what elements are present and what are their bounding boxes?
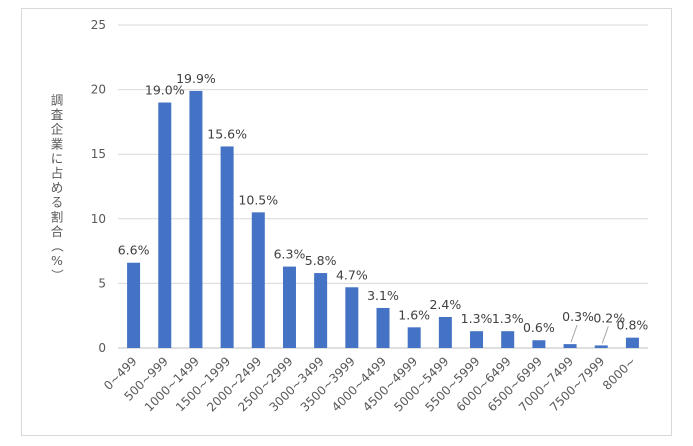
y-axis-label-char: め <box>51 180 64 195</box>
bar <box>314 273 328 348</box>
y-tick-label: 5 <box>98 276 106 290</box>
y-axis-label-char: 合 <box>51 224 64 239</box>
bar <box>470 331 484 348</box>
data-label: 1.6% <box>398 307 430 322</box>
y-axis-label-char: 企 <box>51 122 64 137</box>
bar <box>501 331 515 348</box>
y-axis-label-char: 割 <box>51 209 64 224</box>
y-axis-label-char: 占 <box>51 166 64 181</box>
data-label: 0.2% <box>593 310 625 325</box>
y-tick-label: 20 <box>91 83 106 97</box>
bar <box>220 146 234 348</box>
bar <box>594 345 608 348</box>
bar <box>625 337 639 348</box>
bar <box>282 266 296 348</box>
data-label: 4.7% <box>336 267 368 282</box>
data-label: 19.9% <box>176 71 216 86</box>
bar <box>532 340 546 348</box>
data-label: 1.3% <box>492 311 524 326</box>
chart-frame <box>21 8 672 436</box>
gridlines <box>118 24 648 349</box>
y-tick-label: 25 <box>91 18 106 32</box>
data-label: 0.6% <box>523 320 555 335</box>
y-tick-labels: 0 5 10 15 20 25 <box>91 18 106 355</box>
data-labels: 6.6% 19.0%19.9% 15.6% 10.5% 6.3% 5.8%4.7% 3.1%… <box>118 71 649 335</box>
leader-line <box>601 326 609 344</box>
y-axis-label-char: 調 <box>51 93 64 108</box>
x-tick-labels: 0~499500~9991000~14991500~19992000~24992… <box>101 354 638 414</box>
bars <box>127 90 639 349</box>
bar <box>189 90 203 348</box>
y-axis-label-char: る <box>51 195 64 210</box>
bar <box>376 307 390 348</box>
data-label: 6.6% <box>118 243 150 258</box>
x-tick-label: 8000~ <box>600 354 639 393</box>
data-label: 15.6% <box>207 126 247 141</box>
data-label: 10.5% <box>238 192 278 207</box>
leader-lines <box>570 324 609 344</box>
y-axis-label-char: 業 <box>51 136 64 151</box>
y-axis-label-char: ） <box>50 269 65 282</box>
bar <box>563 344 577 348</box>
y-axis-label-char: % <box>51 253 63 268</box>
y-axis-label-char: （ <box>50 240 65 253</box>
data-label: 3.1% <box>367 288 399 303</box>
data-label: 19.0% <box>145 83 185 98</box>
leader-line <box>570 324 578 343</box>
bar <box>438 316 452 348</box>
data-label: 1.3% <box>461 311 493 326</box>
y-axis-label-char: に <box>51 151 64 166</box>
data-label: 5.8% <box>305 253 337 268</box>
y-tick-label: 15 <box>91 147 106 161</box>
bar <box>251 212 265 348</box>
y-tick-label: 10 <box>91 212 106 226</box>
data-label: 0.8% <box>617 318 649 333</box>
data-label: 6.3% <box>274 247 306 262</box>
y-axis-label-char: 査 <box>51 107 64 122</box>
bar <box>407 327 421 348</box>
y-tick-label: 0 <box>98 341 106 355</box>
data-label: 2.4% <box>429 297 461 312</box>
bar <box>158 102 172 349</box>
data-label: 0.3% <box>562 309 594 324</box>
bar <box>345 287 359 348</box>
bar <box>127 262 141 348</box>
